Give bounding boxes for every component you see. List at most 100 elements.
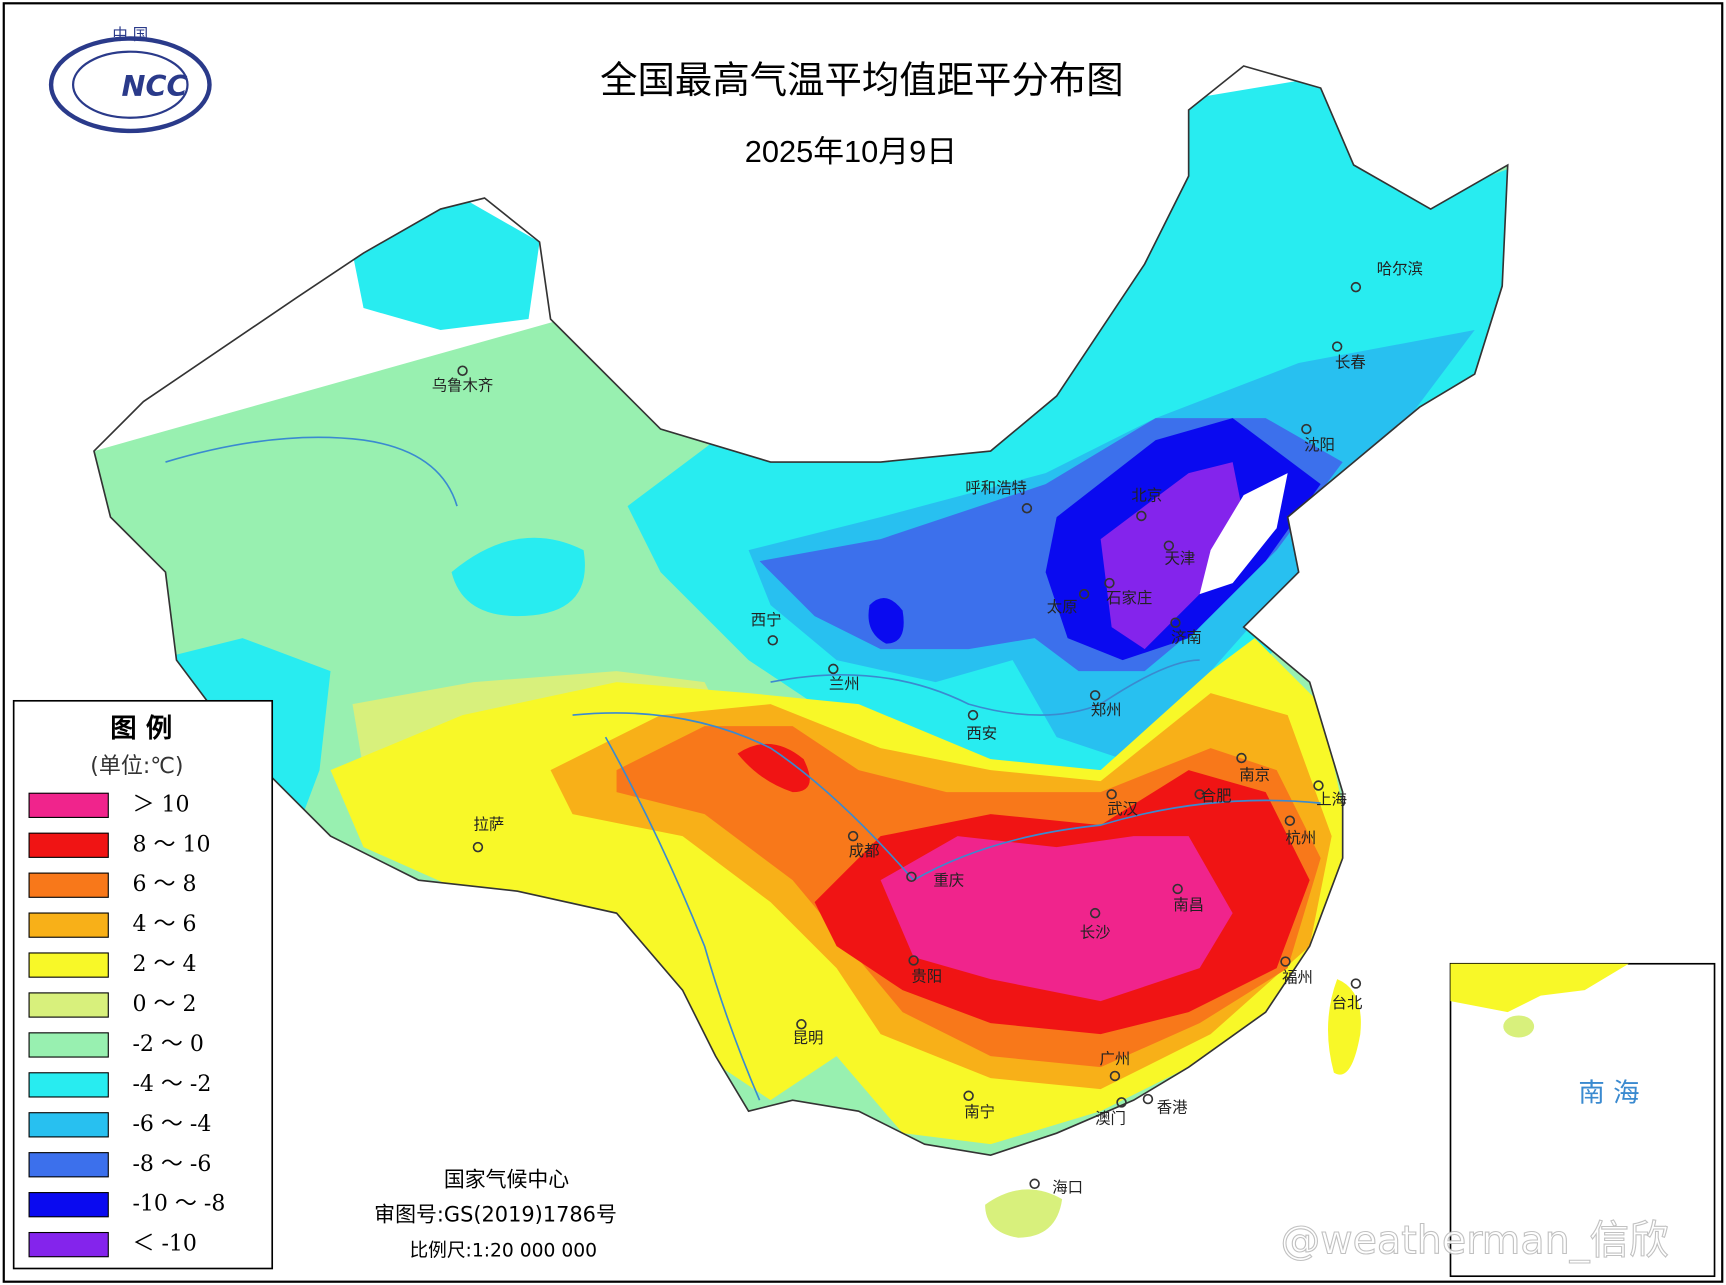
- legend-label: ＞ 10: [132, 792, 189, 817]
- legend-swatch: [28, 1192, 109, 1218]
- legend-swatch: [28, 952, 109, 978]
- city-marker: [1350, 281, 1362, 293]
- city-marker: [1136, 510, 1147, 522]
- city-marker: [1331, 341, 1343, 352]
- city-marker: [1350, 978, 1362, 989]
- date: 2025年10月9日: [745, 134, 957, 169]
- anomaly-zone: [352, 198, 540, 331]
- city-marker: [1104, 577, 1115, 589]
- legend-label: -4 ～ -2: [132, 1072, 211, 1097]
- city-label: 武汉: [1107, 800, 1138, 818]
- legend-swatch: [28, 1072, 109, 1098]
- legend-label: -8 ～ -6: [132, 1152, 211, 1177]
- legend-swatch: [28, 1152, 109, 1178]
- footer-agency: 国家气候中心: [444, 1167, 569, 1191]
- city-marker: [1109, 1070, 1121, 1082]
- city-marker: [1089, 907, 1101, 919]
- city-marker: [457, 365, 468, 376]
- city-label: 北京: [1131, 487, 1162, 505]
- legend-items: ＞ 10 8 ～ 10 6 ～ 8 4 ～ 6 2 ～ 4 0 ～ 2 -2 ～ 0 -4 ～…: [28, 792, 225, 1258]
- legend-swatch: [28, 872, 109, 898]
- city-label: 天津: [1164, 549, 1195, 567]
- legend-swatch: [28, 792, 109, 818]
- legend-swatch: [28, 912, 109, 938]
- city-label: 长沙: [1080, 923, 1111, 941]
- anomaly-zone: [880, 836, 1233, 1002]
- city-label: 台北: [1332, 994, 1363, 1012]
- city-marker: [472, 841, 484, 853]
- city-marker: [1280, 956, 1291, 967]
- legend-label: -10 ～ -8: [132, 1192, 225, 1217]
- title: 全国最高气温平均值距平分布图: [600, 58, 1123, 102]
- city-marker: [1172, 883, 1183, 895]
- city-label: 成都: [849, 842, 880, 860]
- legend-swatch: [28, 1032, 109, 1058]
- city-label: 南宁: [964, 1103, 995, 1121]
- anomaly-zone: [1100, 462, 1244, 650]
- bohai-sea: [1199, 473, 1288, 595]
- city-marker: [906, 871, 917, 883]
- inset: 南 海: [1449, 962, 1716, 1278]
- city-marker: [1106, 789, 1117, 800]
- legend-label: ＜ -10: [132, 1232, 196, 1257]
- city-marker: [1313, 780, 1324, 791]
- city-marker: [1236, 752, 1247, 764]
- city-label: 海口: [1052, 1179, 1083, 1197]
- city-label: 济南: [1171, 629, 1202, 647]
- legend-label: 6 ～ 8: [132, 872, 196, 897]
- legend-swatch: [28, 1231, 109, 1258]
- city-label: 乌鲁木齐: [432, 377, 494, 395]
- legend-title: 图 例: [110, 713, 172, 744]
- country-border: [93, 65, 1509, 1157]
- city-marker: [1194, 789, 1205, 800]
- city-label: 杭州: [1285, 829, 1316, 847]
- city-label: 福州: [1282, 969, 1313, 987]
- city-marker: [1078, 588, 1090, 600]
- anomaly-zones: [93, 66, 1508, 1238]
- anomaly-zone: [868, 598, 904, 644]
- legend-label: -2 ～ 0: [132, 1032, 203, 1057]
- city-marker: [828, 663, 839, 675]
- legend-unit: (单位:℃): [90, 754, 183, 779]
- city-marker: [1301, 423, 1312, 435]
- city-marker: [908, 955, 919, 966]
- footer-scale: 比例尺:1:20 000 000: [409, 1240, 597, 1261]
- city-marker: [967, 709, 979, 721]
- city-label: 广州: [1100, 1050, 1131, 1068]
- city-label: 重庆: [933, 872, 964, 890]
- legend-label: 4 ～ 6: [132, 912, 196, 937]
- city-marker: [1029, 1178, 1040, 1190]
- city-label: 澳门: [1095, 1109, 1126, 1127]
- city-label: 南京: [1239, 766, 1270, 784]
- anomaly-zone: [1328, 979, 1361, 1075]
- city-label: 拉萨: [474, 816, 505, 834]
- city-marker: [1170, 617, 1181, 628]
- city-label: 长春: [1335, 354, 1366, 372]
- inset-label: 南 海: [1578, 1078, 1639, 1109]
- legend-label: -6 ～ -4: [132, 1112, 211, 1137]
- city-label: 南昌: [1173, 896, 1204, 914]
- legend-box: [12, 699, 274, 1270]
- city-marker: [1142, 1093, 1154, 1105]
- city-label: 呼和浩特: [965, 479, 1027, 497]
- city-marker: [1089, 690, 1101, 701]
- city-label: 昆明: [793, 1029, 824, 1047]
- city-marker: [1021, 503, 1033, 514]
- city-label: 合肥: [1201, 787, 1232, 805]
- city-marker: [1284, 815, 1296, 826]
- logo-top: 中 国: [112, 26, 148, 44]
- city-marker: [847, 830, 859, 842]
- legend-swatch: [28, 1112, 109, 1138]
- logo: 中 国 NCC: [48, 26, 212, 134]
- legend-label: 0 ～ 2: [132, 992, 196, 1017]
- city-marker: [796, 1019, 807, 1030]
- anomaly-zone: [737, 743, 810, 793]
- city-label: 哈尔滨: [1377, 260, 1423, 278]
- city-label: 沈阳: [1304, 436, 1335, 454]
- legend-swatch: [28, 832, 109, 858]
- anomaly-zone: [985, 1189, 1063, 1238]
- logo-mark: NCC: [122, 69, 188, 103]
- anomaly-zone: [451, 537, 585, 617]
